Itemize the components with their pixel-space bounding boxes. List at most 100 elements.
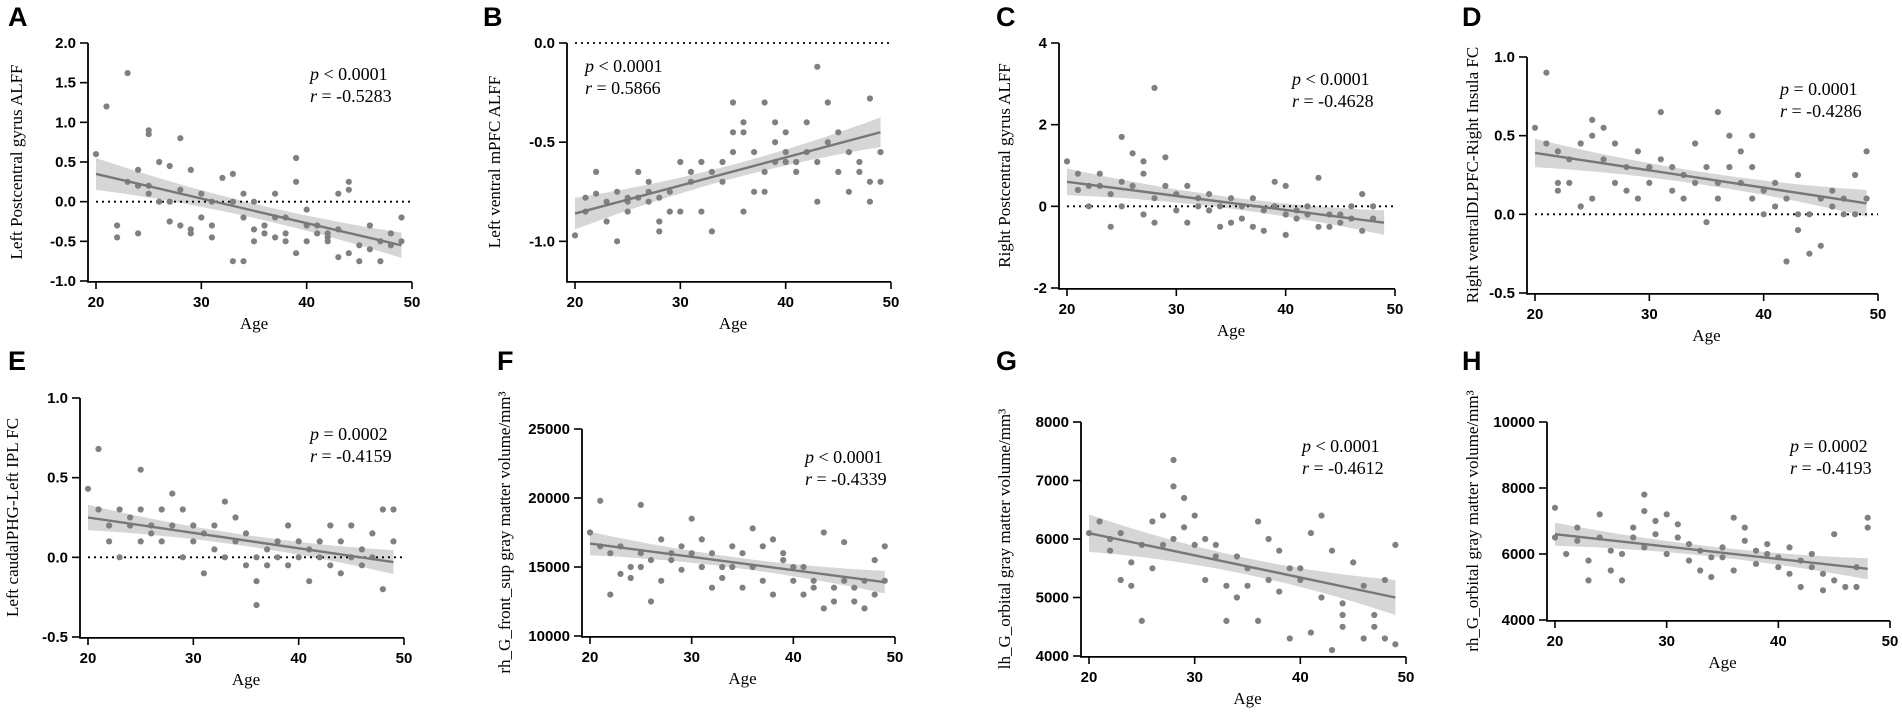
data-point xyxy=(95,506,102,513)
y-tick-label: 1.0 xyxy=(55,114,76,131)
data-point xyxy=(187,230,194,237)
data-point xyxy=(1107,191,1114,198)
data-point xyxy=(103,103,110,110)
data-point xyxy=(871,591,878,598)
data-point xyxy=(1852,171,1859,179)
x-tick-label: 40 xyxy=(1292,669,1309,686)
data-point xyxy=(1085,203,1092,210)
data-point xyxy=(303,238,310,245)
data-point xyxy=(740,119,747,126)
data-point xyxy=(293,178,300,185)
data-point xyxy=(688,515,695,522)
data-point xyxy=(1657,109,1664,116)
x-tick-label: 20 xyxy=(582,649,599,666)
data-point xyxy=(1233,553,1240,560)
panel-h: H 20 30 40 50 4000 6000 8000 10000 Age rh_G_orbita… xyxy=(1462,346,1898,672)
data-point xyxy=(1842,583,1849,591)
x-tick-label: 30 xyxy=(1641,306,1658,323)
data-point xyxy=(571,232,579,239)
data-point xyxy=(1641,508,1648,515)
data-point xyxy=(190,538,197,545)
data-point xyxy=(345,178,352,185)
data-point xyxy=(1596,511,1603,518)
data-point xyxy=(253,554,260,561)
x-tick-label: 50 xyxy=(1870,306,1887,323)
data-point xyxy=(1074,186,1081,194)
data-point xyxy=(624,208,631,215)
data-point xyxy=(1348,203,1355,210)
data-point xyxy=(1255,617,1262,625)
data-point xyxy=(1129,150,1136,157)
data-point xyxy=(1138,617,1145,625)
data-point xyxy=(1864,524,1871,531)
data-point xyxy=(1315,223,1322,230)
data-point xyxy=(1663,550,1670,558)
data-point xyxy=(1749,195,1756,202)
x-tick-label: 50 xyxy=(1387,301,1404,318)
x-tick-label: 30 xyxy=(185,650,202,667)
x-tick-label: 40 xyxy=(1770,633,1787,650)
data-point xyxy=(229,258,236,265)
data-point xyxy=(1286,635,1293,642)
data-point xyxy=(1611,140,1619,147)
data-point xyxy=(208,222,215,229)
data-point xyxy=(293,250,300,257)
r-value-label: r = 0.5866 xyxy=(585,78,661,98)
data-point xyxy=(127,514,134,521)
y-tick-label: 5000 xyxy=(1036,590,1069,607)
data-point xyxy=(593,190,600,197)
data-point xyxy=(739,584,746,591)
data-point xyxy=(169,490,176,497)
data-point xyxy=(240,258,247,265)
data-point xyxy=(719,563,726,571)
p-value-label: p < 0.0001 xyxy=(583,56,663,76)
data-point xyxy=(1772,179,1779,186)
data-point xyxy=(1318,512,1325,519)
data-point xyxy=(1864,514,1871,521)
x-axis-title: Age xyxy=(240,314,268,333)
data-point xyxy=(1600,124,1607,131)
data-point xyxy=(345,186,352,193)
data-point xyxy=(1730,567,1737,574)
data-point xyxy=(586,529,594,536)
data-point xyxy=(1195,203,1202,210)
y-tick-label: 2.0 xyxy=(55,35,76,52)
data-point xyxy=(1162,182,1169,189)
data-point xyxy=(1657,156,1664,163)
data-point xyxy=(1371,623,1378,630)
data-point xyxy=(1708,574,1715,581)
data-point xyxy=(390,538,397,545)
y-tick-label: -0.5 xyxy=(529,134,555,151)
data-point xyxy=(1634,148,1641,155)
data-point xyxy=(782,149,789,156)
data-point xyxy=(1271,178,1278,185)
data-point xyxy=(1173,207,1180,214)
regression-line xyxy=(1066,180,1385,224)
data-point xyxy=(1339,623,1346,630)
data-point xyxy=(1206,207,1213,214)
data-point xyxy=(337,570,344,577)
data-point xyxy=(614,188,621,195)
y-tick-label: 25000 xyxy=(528,421,570,438)
data-point xyxy=(761,168,768,175)
data-point xyxy=(242,530,250,537)
data-point xyxy=(261,222,268,229)
data-point xyxy=(698,158,705,166)
y-tick-label: -1.0 xyxy=(529,233,555,250)
data-point xyxy=(1307,530,1314,537)
data-point xyxy=(761,188,768,195)
data-point xyxy=(253,602,260,609)
y-tick-label: 7000 xyxy=(1036,473,1069,490)
data-point xyxy=(790,563,797,571)
data-point xyxy=(790,577,797,584)
regression-line xyxy=(87,516,394,564)
y-tick-label: 4000 xyxy=(1502,612,1535,629)
data-point xyxy=(1829,187,1836,194)
data-point xyxy=(282,230,289,237)
data-point xyxy=(617,570,624,578)
data-point xyxy=(156,198,163,205)
data-point xyxy=(1714,109,1721,116)
data-point xyxy=(166,162,173,170)
data-point xyxy=(358,562,365,569)
y-axis-title: rh_G_front_sup gray matter volume/mm³ xyxy=(495,391,514,673)
